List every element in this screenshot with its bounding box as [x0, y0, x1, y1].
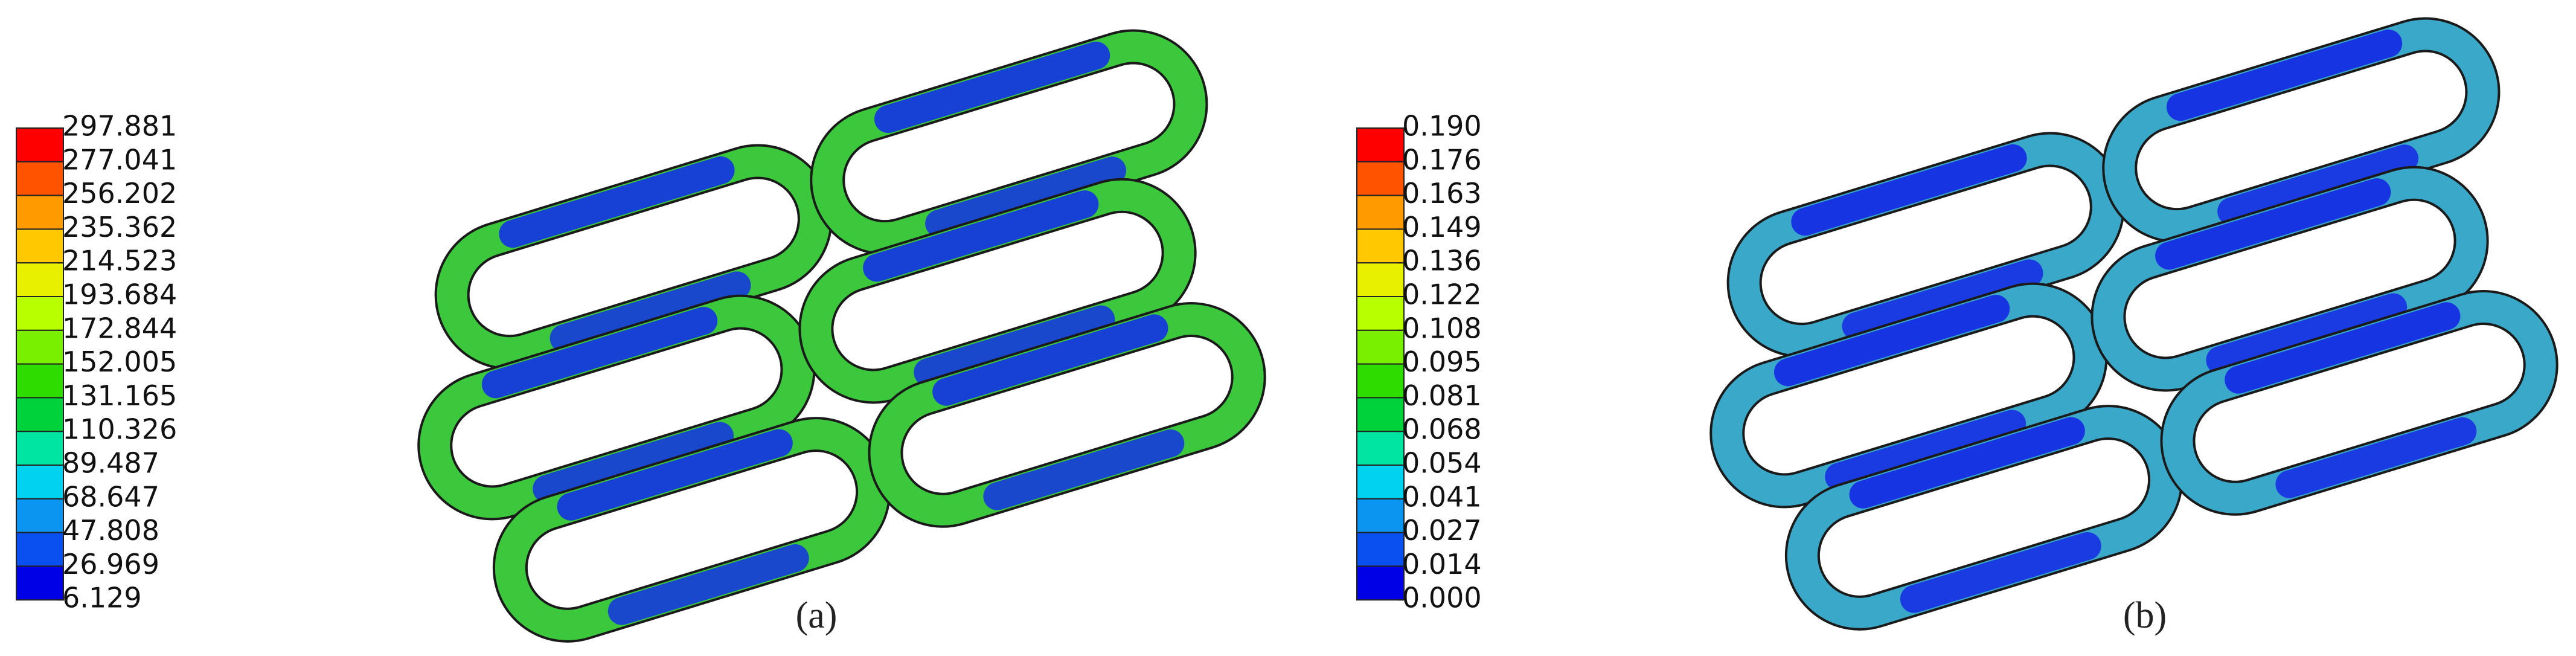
legend-swatch	[16, 498, 64, 533]
strut-band	[2166, 29, 2403, 121]
legend-label: 47.808	[62, 514, 159, 547]
legend-swatch	[16, 127, 64, 162]
legend-label: 277.041	[62, 143, 177, 176]
legend-label: 0.190	[1402, 110, 1482, 143]
strut-loop	[1784, 405, 2184, 631]
legend-label: 297.881	[62, 110, 177, 143]
legend-label: 0.149	[1402, 211, 1482, 243]
legend-label: 89.487	[62, 447, 159, 480]
legend-label: 0.163	[1402, 177, 1482, 210]
stent-body	[1709, 17, 2558, 631]
legend-label: 68.647	[62, 480, 159, 513]
legend-label: 131.165	[62, 379, 177, 412]
caption: (b)	[2123, 595, 2167, 636]
legend-label: 0.027	[1402, 514, 1482, 547]
legend-swatch	[16, 431, 64, 466]
legend-label: 0.095	[1402, 346, 1482, 378]
legend-label: 26.969	[62, 548, 159, 580]
strut-band	[932, 314, 1168, 406]
strut-band	[2217, 144, 2419, 226]
stent-model-b	[1709, 17, 2558, 631]
legend-label: 152.005	[62, 346, 177, 378]
strut-band	[2206, 293, 2408, 375]
strut-band	[499, 156, 735, 248]
legend-label: 0.068	[1402, 413, 1482, 446]
legend-swatch	[16, 329, 64, 365]
legend-swatch	[16, 532, 64, 567]
strut-band	[925, 156, 1127, 238]
strut-band	[549, 271, 751, 353]
legend-label: 0.176	[1402, 143, 1482, 176]
strut-band	[874, 41, 1110, 133]
legend-label: 172.844	[62, 312, 177, 344]
legend-swatch	[1356, 329, 1405, 365]
legend-swatch	[1356, 565, 1405, 601]
legend-label: 0.081	[1402, 379, 1482, 412]
stent-body	[417, 29, 1266, 643]
strut-band	[557, 429, 793, 521]
legend-swatch	[16, 228, 64, 264]
legend-swatch	[16, 363, 64, 399]
legend-swatch	[1356, 363, 1405, 399]
strut-band	[1849, 417, 2085, 509]
strut-band	[607, 544, 809, 625]
strut-band	[533, 422, 734, 503]
legend-label: 0.136	[1402, 245, 1482, 277]
legend-swatch	[1356, 228, 1405, 264]
strut-band	[2225, 302, 2461, 394]
legend-label: 193.684	[62, 278, 177, 311]
legend-swatch	[16, 397, 64, 433]
strut-band	[914, 305, 1115, 387]
legend-swatch	[1356, 127, 1405, 162]
legend-swatch	[16, 262, 64, 298]
legend-label: 214.523	[62, 245, 177, 277]
legend-label: 0.041	[1402, 480, 1482, 513]
legend-label: 235.362	[62, 211, 177, 243]
legend-label: 110.326	[62, 413, 177, 446]
strut-band	[1900, 532, 2101, 613]
strut-band	[1842, 259, 2043, 341]
legend-swatch	[1356, 397, 1405, 433]
strut-loop	[868, 302, 1266, 528]
legend-label: 0.000	[1402, 582, 1482, 614]
legend-label: 0.054	[1402, 447, 1482, 480]
legend-swatch	[1356, 296, 1405, 331]
legend-swatch	[1356, 195, 1405, 230]
legend-swatch	[16, 565, 64, 601]
legend-swatch	[16, 161, 64, 196]
legend-label: 0.122	[1402, 278, 1482, 311]
legend-label: 256.202	[62, 177, 177, 210]
legend-swatch	[1356, 161, 1405, 196]
legend-swatch	[1356, 532, 1405, 567]
strut-band	[1791, 144, 2027, 236]
legend-swatch	[1356, 498, 1405, 533]
legend-label: 0.014	[1402, 548, 1482, 580]
strut-band	[983, 429, 1185, 510]
strut-band	[1773, 295, 2010, 387]
legend-swatch	[16, 195, 64, 230]
strut-band	[863, 190, 1099, 282]
strut-band	[481, 307, 718, 399]
strut-band	[2155, 178, 2391, 270]
strut-loop	[2160, 290, 2558, 516]
legends: 297.881277.041256.202235.362214.523193.6…	[16, 110, 1482, 614]
strut-band	[2275, 417, 2477, 498]
legend-swatch	[16, 296, 64, 331]
legend-label: 0.108	[1402, 312, 1482, 344]
caption: (a)	[796, 595, 838, 636]
legend-swatch	[1356, 431, 1405, 466]
stent-model-a	[417, 29, 1266, 643]
legend-swatch	[16, 465, 64, 500]
legend-label: 6.129	[62, 582, 142, 614]
legend-swatch	[1356, 262, 1405, 298]
strut-band	[1825, 410, 2027, 491]
legend-swatch	[1356, 465, 1405, 500]
